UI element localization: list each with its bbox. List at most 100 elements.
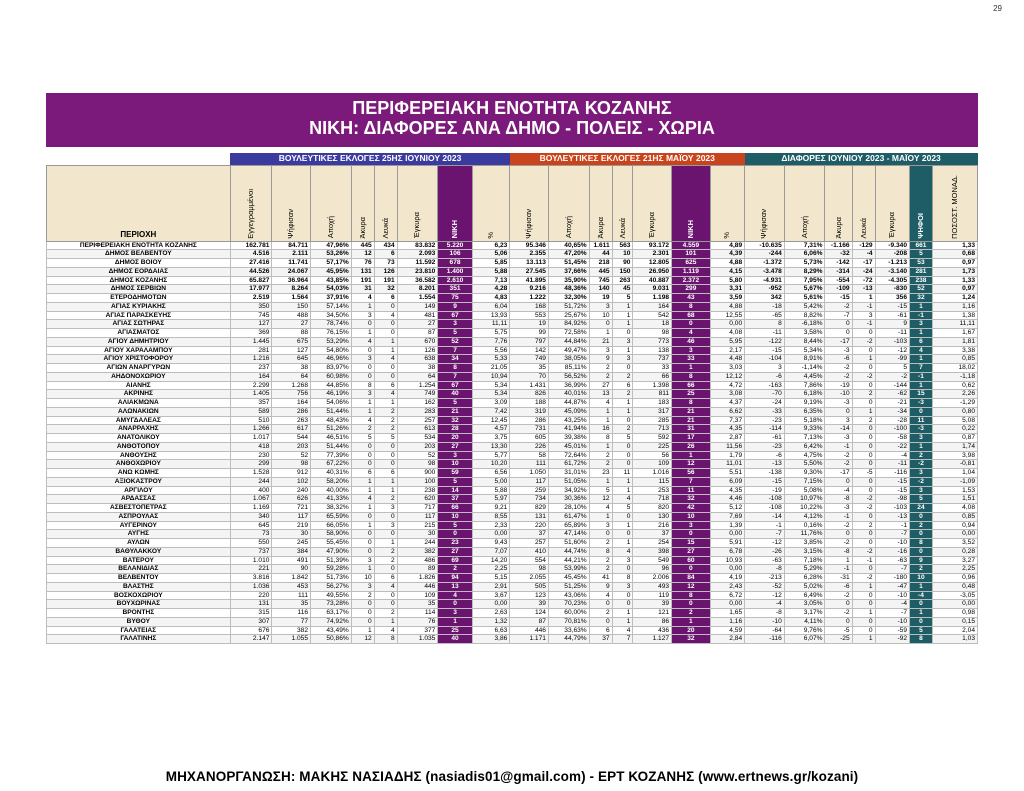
area-name-cell: ΒΡΟΝΤΗΣ <box>46 608 231 618</box>
value-cell: 124 <box>509 608 549 618</box>
value-cell: 138 <box>632 345 673 356</box>
value-cell: 19 <box>509 319 549 329</box>
value-cell: 57,17% <box>310 258 352 268</box>
column-header-label: Εγγεγραμμένοι <box>246 188 256 239</box>
votes-diff-cell: -4 <box>909 590 933 601</box>
niki-may-cell: 7 <box>671 476 711 487</box>
value-cell: 382 <box>271 625 312 636</box>
value-cell: 2.519 <box>229 293 273 303</box>
column-header-label: ΨΗΦΟΙ <box>915 212 925 239</box>
value-cell: 11,01 <box>709 459 746 469</box>
value-cell: 59,28% <box>310 564 352 574</box>
votes-diff-cell: -3 <box>909 424 933 434</box>
value-cell: -2 <box>824 363 853 373</box>
value-cell: 0 <box>824 599 853 609</box>
value-cell: 18,02 <box>931 363 979 373</box>
niki-may-cell: 2.372 <box>671 275 711 286</box>
value-cell: 164 <box>229 371 273 382</box>
value-cell: 4,15 <box>709 266 746 277</box>
value-cell: 93.172 <box>632 240 673 251</box>
value-cell: 829 <box>509 503 549 513</box>
value-cell: 5,85 <box>471 258 511 268</box>
value-cell: 99 <box>509 328 549 338</box>
area-name-cell: ΔΗΜΟΣ ΕΟΡΔΑΙΑΣ <box>46 266 231 277</box>
value-cell: 1,33 <box>931 240 979 251</box>
column-header-label: Αποχή <box>325 216 335 239</box>
value-cell: 56 <box>632 450 673 461</box>
value-cell: 13.113 <box>509 258 549 268</box>
value-cell: 3,75 <box>471 433 511 443</box>
area-name-cell: ΑΣΠΡΟΥΛΑΣ <box>46 511 231 522</box>
value-cell: 41.895 <box>509 275 549 286</box>
value-cell: 83,97% <box>310 363 352 373</box>
value-cell: 4,88 <box>709 258 746 268</box>
value-cell: 0 <box>824 319 853 329</box>
value-cell: 1,03 <box>931 634 979 644</box>
value-cell: 32 <box>373 284 398 294</box>
value-cell: 0,00 <box>471 529 511 539</box>
niki-may-cell: 2 <box>671 608 711 618</box>
value-cell: 3,09 <box>471 398 511 408</box>
value-cell: 60,00% <box>547 608 590 618</box>
value-cell: -92 <box>874 634 911 644</box>
value-cell: 168 <box>509 301 549 312</box>
value-cell: 2.093 <box>396 249 439 259</box>
niki-may-cell: 3 <box>671 345 711 356</box>
table-row: ΑΓΙΑΣ ΣΩΤΗΡΑΣ 127 27 78,74% 0 0 27 3 11,11 19 84,9… <box>46 319 979 329</box>
value-cell: 0 <box>611 415 634 426</box>
value-cell: 0,97 <box>931 284 979 294</box>
group-header-spacer <box>46 153 231 165</box>
value-cell: 0,00 <box>709 599 746 609</box>
value-cell: -108 <box>744 494 785 504</box>
value-cell: 49,55% <box>310 590 352 601</box>
table-row: ΑΝΑΤΟΛΙΚΟΥ 1.017 544 46,51% 5 5 534 20 3,75 605 39… <box>46 433 979 443</box>
value-cell: -62 <box>874 389 911 399</box>
value-cell: 45,09% <box>547 406 590 417</box>
value-cell: 1,04 <box>931 468 979 478</box>
votes-diff-cell: 3 <box>909 485 933 496</box>
value-cell: 4 <box>373 354 398 364</box>
column-header-may-6: % <box>709 164 746 242</box>
value-cell: 434 <box>373 240 398 251</box>
value-cell: 418 <box>229 441 273 452</box>
value-cell: 745 <box>588 275 613 286</box>
value-cell: -122 <box>744 336 785 347</box>
value-cell: 4 <box>611 625 634 636</box>
value-cell: -8 <box>744 608 785 618</box>
area-name-cell: ΑΥΛΩΝ <box>46 538 231 548</box>
value-cell: 2,91 <box>471 581 511 592</box>
value-cell: 1.445 <box>229 336 273 347</box>
value-cell: 0,85 <box>931 511 979 522</box>
value-cell: 5,29% <box>783 564 826 574</box>
value-cell: 1 <box>350 328 375 338</box>
column-header-may-4: Έγκυρα <box>632 164 673 242</box>
value-cell: 74,92% <box>310 616 352 627</box>
value-cell: -23 <box>744 415 785 426</box>
value-cell: 188 <box>509 398 549 408</box>
value-cell: 3 <box>611 581 634 592</box>
value-cell: 1 <box>588 406 613 417</box>
column-header-diff-6: ΠΟΣΟΣΤ. ΜΟΝΑΔ. <box>931 164 979 242</box>
value-cell: 2,04 <box>931 625 979 636</box>
value-cell: 131 <box>229 599 273 609</box>
value-cell: 4,12% <box>783 511 826 522</box>
column-header-june-7: % <box>471 164 511 242</box>
niki-may-cell: 1 <box>671 363 711 373</box>
value-cell: 7 <box>611 634 634 644</box>
value-cell: -3 <box>824 345 853 356</box>
value-cell: -72 <box>851 275 876 286</box>
value-cell: -554 <box>824 275 853 286</box>
value-cell: 95.346 <box>509 240 549 251</box>
value-cell: 2 <box>611 424 634 434</box>
table-row: ΑΥΓΕΡΙΝΟΥ 645 219 66,05% 1 3 215 5 2,33 220 65,89%… <box>46 520 979 531</box>
value-cell: 27 <box>396 319 439 329</box>
votes-diff-cell: 8 <box>909 634 933 644</box>
value-cell: 0 <box>373 511 398 522</box>
value-cell: 40.887 <box>632 275 673 286</box>
column-header-label: Λευκά <box>617 218 627 239</box>
value-cell: 87 <box>509 616 549 627</box>
value-cell: 7,42 <box>471 406 511 417</box>
value-cell: 27 <box>271 319 312 329</box>
value-cell: 0,28 <box>931 546 979 557</box>
value-cell: 2.055 <box>509 573 549 583</box>
